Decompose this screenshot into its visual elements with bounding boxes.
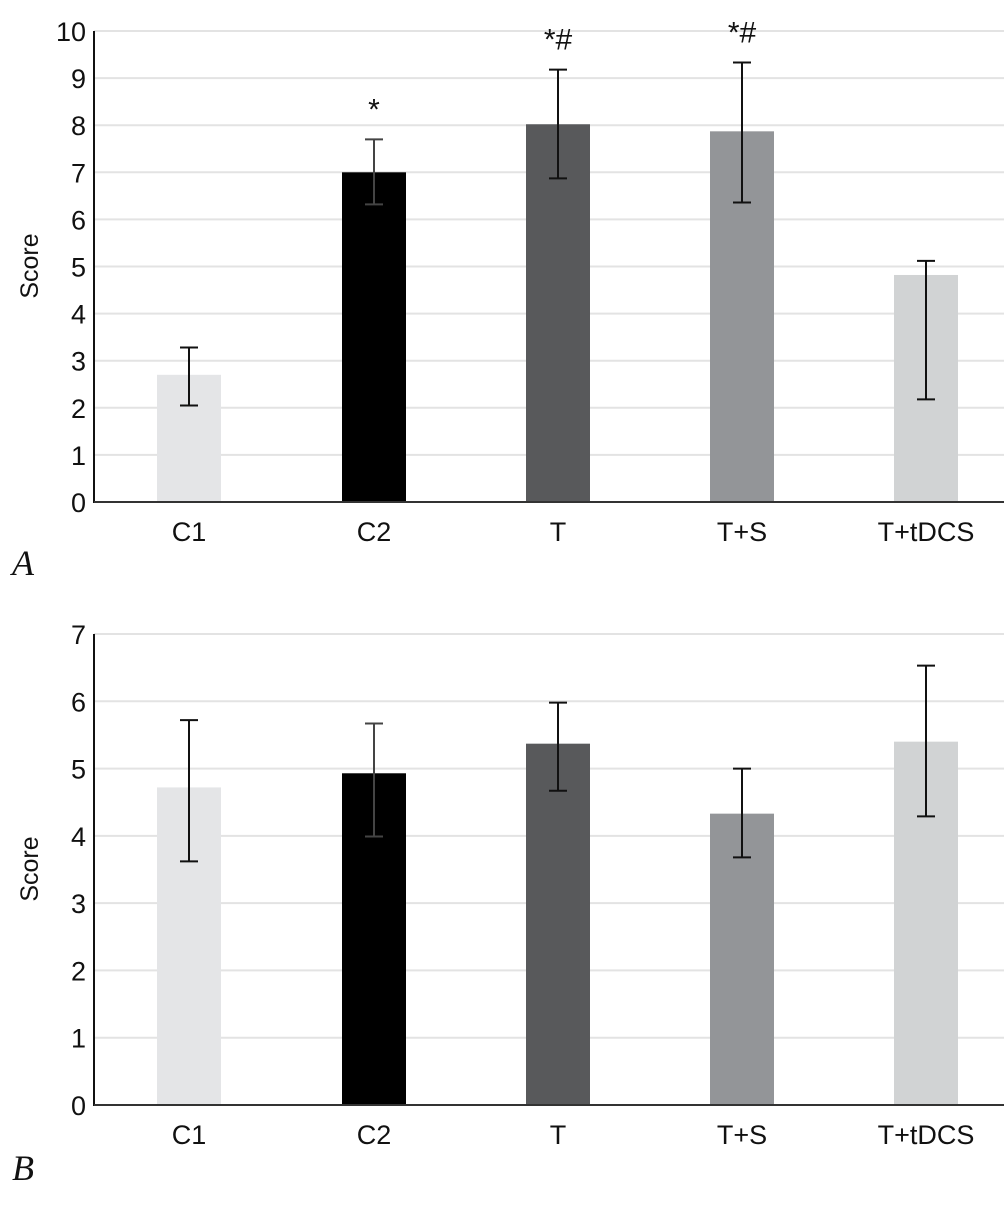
bar-t-s: [710, 813, 774, 1105]
y-axis-title: Score: [16, 836, 44, 901]
y-tick-label: 3: [71, 889, 86, 919]
y-tick-label: 10: [56, 17, 86, 47]
panel-label: B: [12, 1148, 34, 1188]
significance-marker: *#: [544, 24, 573, 57]
x-tick-label: T: [550, 1120, 567, 1150]
y-tick-label: 0: [71, 1091, 86, 1121]
y-tick-label: 2: [71, 956, 86, 986]
x-tick-label: T+tDCS: [878, 1120, 975, 1150]
y-tick-label: 2: [71, 394, 86, 424]
x-tick-label: T+S: [717, 517, 767, 547]
y-tick-label: 6: [71, 687, 86, 717]
y-tick-label: 0: [71, 488, 86, 518]
y-tick-label: 8: [71, 111, 86, 141]
y-axis-title: Score: [16, 233, 44, 298]
y-tick-label: 4: [71, 822, 86, 852]
panel-label: A: [10, 543, 35, 583]
x-tick-label: T+tDCS: [878, 517, 975, 547]
panel-a-chart: 0 1 2 3 4 5 6 7 8 9 10 * *# *# C1 C2 T T+S T+tDCS Score A: [10, 17, 1004, 583]
y-tick-label: 6: [71, 205, 86, 235]
y-tick-label: 9: [71, 64, 86, 94]
bar-t: [526, 124, 590, 503]
y-tick-label: 5: [71, 253, 86, 283]
y-tick-label: 1: [71, 1024, 86, 1054]
significance-marker: *: [368, 93, 380, 126]
y-tick-label: 3: [71, 347, 86, 377]
panel-b-chart: 0 1 2 3 4 5 6 7 C1 C2 T T+S T+tDCS Score B: [12, 620, 1004, 1188]
x-tick-label: T+S: [717, 1120, 767, 1150]
y-tick-label: 7: [71, 620, 86, 650]
bar-c2: [342, 172, 406, 503]
y-tick-label: 5: [71, 755, 86, 785]
y-tick-label: 1: [71, 441, 86, 471]
significance-marker: *#: [728, 17, 757, 50]
x-tick-label: C2: [357, 517, 392, 547]
x-tick-label: T: [550, 517, 567, 547]
x-tick-label: C1: [172, 517, 207, 547]
x-tick-label: C1: [172, 1120, 207, 1150]
y-tick-label: 7: [71, 158, 86, 188]
y-tick-label: 4: [71, 300, 86, 330]
x-tick-label: C2: [357, 1120, 392, 1150]
bar-t: [526, 743, 590, 1105]
